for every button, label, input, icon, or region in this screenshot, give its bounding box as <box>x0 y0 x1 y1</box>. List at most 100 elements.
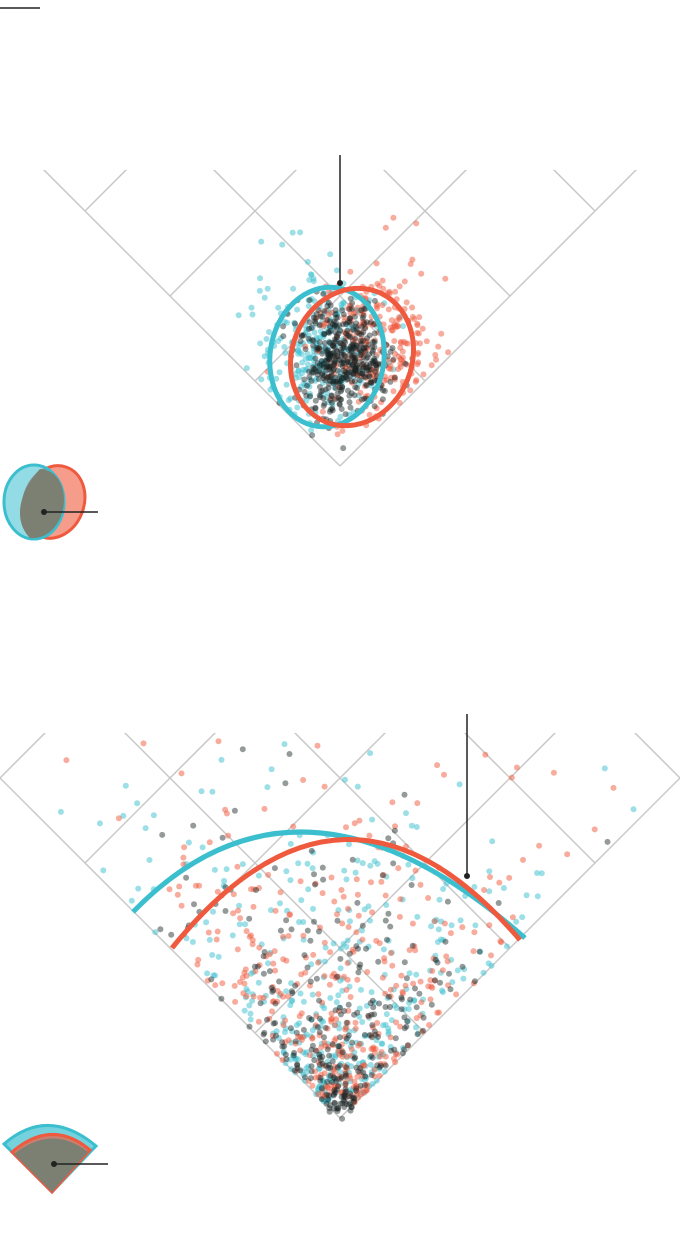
dot <box>376 1065 383 1072</box>
dot <box>338 351 345 358</box>
dot <box>338 396 345 403</box>
dot <box>355 380 362 387</box>
dot <box>308 271 315 278</box>
dot <box>320 360 327 367</box>
dot <box>389 799 396 806</box>
dot <box>314 347 321 354</box>
dot <box>340 445 347 452</box>
dot <box>304 1069 310 1075</box>
dot <box>382 1004 389 1010</box>
dot <box>235 907 241 914</box>
dot <box>269 1008 275 1015</box>
dot <box>339 384 346 391</box>
dot <box>334 348 341 355</box>
dot <box>346 1072 353 1079</box>
dot <box>327 1072 334 1079</box>
dot <box>376 1064 383 1071</box>
dot <box>330 1066 337 1073</box>
dot <box>115 815 122 822</box>
dot <box>391 374 398 381</box>
dot <box>246 915 253 922</box>
dot <box>377 1053 384 1060</box>
dot <box>212 982 219 989</box>
dot <box>368 379 375 386</box>
dot <box>288 988 295 995</box>
dot <box>410 980 417 987</box>
dot <box>371 355 378 362</box>
dot <box>315 368 322 375</box>
dot <box>379 974 386 981</box>
dot <box>428 1001 435 1008</box>
dot <box>435 343 442 350</box>
dot <box>360 365 367 372</box>
dot <box>272 907 279 914</box>
dot <box>365 1013 372 1020</box>
dot <box>396 314 403 321</box>
dot <box>324 349 331 356</box>
dot <box>320 290 327 297</box>
legend-dot <box>41 509 47 515</box>
dot <box>503 943 510 950</box>
dot <box>333 999 340 1006</box>
dot <box>356 346 363 353</box>
dot <box>338 301 345 308</box>
dot <box>349 362 356 369</box>
dot <box>255 979 262 986</box>
dot <box>300 919 307 925</box>
dot <box>383 376 390 383</box>
dot <box>350 1084 357 1091</box>
dot <box>337 1100 344 1107</box>
dot <box>481 887 488 893</box>
dot <box>357 1065 364 1072</box>
dot <box>308 427 315 434</box>
dot <box>261 1029 268 1036</box>
dot <box>339 359 346 366</box>
dot <box>365 367 372 374</box>
dot <box>344 358 350 365</box>
dot <box>367 862 374 869</box>
dot <box>265 960 271 967</box>
dot <box>336 340 343 347</box>
dot <box>341 1092 348 1098</box>
dot <box>482 751 489 758</box>
dot <box>271 948 278 955</box>
dot <box>350 361 357 368</box>
dot <box>432 352 439 358</box>
dot <box>326 366 333 373</box>
dot <box>297 878 304 885</box>
dot <box>347 365 354 372</box>
dot <box>304 382 310 389</box>
dot <box>447 986 454 993</box>
dot <box>313 311 320 318</box>
dot <box>404 1042 411 1049</box>
dot <box>316 367 323 374</box>
dot <box>359 922 366 929</box>
dot <box>312 365 319 372</box>
dot <box>357 352 364 358</box>
dot <box>283 917 290 924</box>
dot <box>329 407 336 414</box>
dot <box>309 432 316 439</box>
dot <box>307 978 314 985</box>
dot <box>357 961 364 968</box>
dot <box>326 1052 333 1059</box>
dot <box>157 926 164 933</box>
dot <box>279 1039 286 1046</box>
dot <box>380 285 387 292</box>
dot <box>135 885 142 892</box>
dot <box>385 993 392 1000</box>
dot <box>362 374 369 381</box>
dot <box>403 299 410 306</box>
dot <box>327 358 334 365</box>
grid-line <box>340 0 680 41</box>
dot <box>360 345 367 351</box>
dot <box>283 988 290 995</box>
dot <box>417 881 424 888</box>
dot <box>342 374 349 381</box>
dot <box>534 870 540 876</box>
dot <box>420 1014 427 1021</box>
dot <box>387 986 394 993</box>
dot <box>321 1092 328 1099</box>
dot <box>176 883 183 890</box>
teal-arc <box>131 829 527 940</box>
